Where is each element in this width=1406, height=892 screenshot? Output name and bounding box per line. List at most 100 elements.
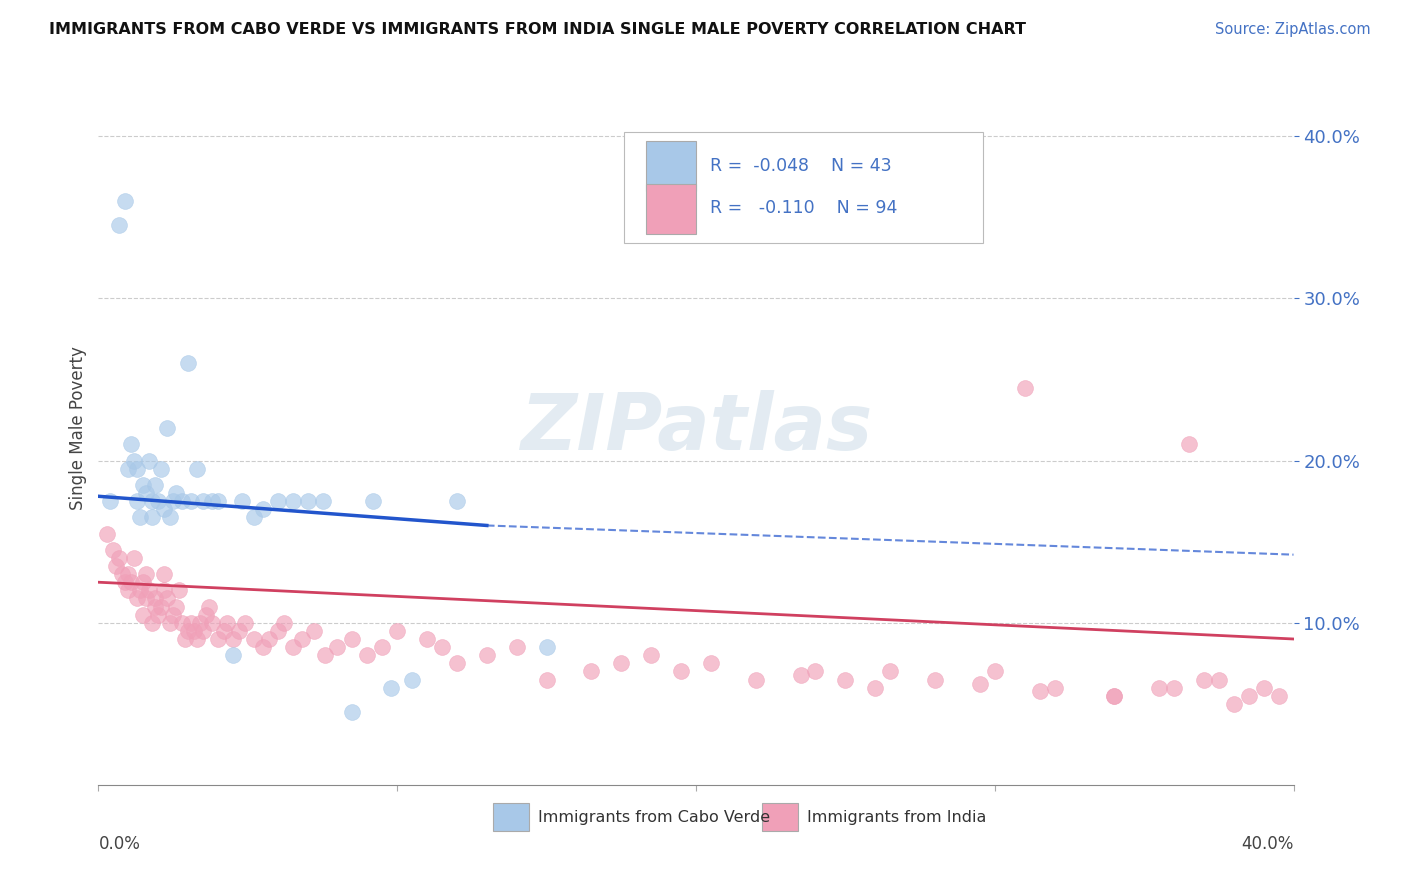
- Point: [141, 510, 163, 524]
- Point: [1014, 381, 1036, 395]
- Point: [150, 461, 173, 475]
- Point: [342, 632, 364, 646]
- Point: [127, 461, 149, 475]
- Point: [114, 575, 136, 590]
- Point: [135, 567, 157, 582]
- Point: [159, 615, 181, 630]
- Point: [371, 640, 394, 654]
- Point: [174, 632, 197, 646]
- Point: [969, 677, 991, 691]
- Point: [183, 624, 205, 638]
- Point: [117, 583, 139, 598]
- Point: [834, 673, 856, 687]
- Point: [610, 657, 633, 671]
- Point: [148, 494, 170, 508]
- Point: [700, 657, 723, 671]
- Point: [228, 624, 250, 638]
- Point: [506, 640, 529, 654]
- Point: [302, 624, 325, 638]
- Point: [640, 648, 662, 663]
- Point: [172, 615, 194, 630]
- Point: [222, 648, 245, 663]
- Point: [315, 648, 337, 663]
- Point: [252, 640, 274, 654]
- Point: [1223, 697, 1246, 711]
- Point: [1253, 681, 1275, 695]
- FancyBboxPatch shape: [624, 132, 983, 243]
- Point: [252, 502, 274, 516]
- Text: Source: ZipAtlas.com: Source: ZipAtlas.com: [1215, 22, 1371, 37]
- Point: [135, 591, 157, 606]
- Point: [1208, 673, 1230, 687]
- Point: [326, 640, 349, 654]
- Point: [120, 575, 142, 590]
- Point: [159, 510, 181, 524]
- Point: [177, 356, 200, 370]
- Point: [231, 494, 253, 508]
- Text: ZIPatlas: ZIPatlas: [520, 390, 872, 467]
- Point: [401, 673, 423, 687]
- Point: [1028, 684, 1050, 698]
- Point: [165, 599, 187, 614]
- Point: [129, 510, 152, 524]
- Point: [153, 567, 176, 582]
- Point: [207, 632, 229, 646]
- Point: [243, 632, 266, 646]
- Point: [446, 494, 468, 508]
- Point: [1104, 689, 1126, 703]
- Point: [385, 624, 409, 638]
- Point: [267, 624, 290, 638]
- Point: [117, 567, 139, 582]
- Point: [207, 494, 229, 508]
- Point: [191, 494, 214, 508]
- Text: IMMIGRANTS FROM CABO VERDE VS IMMIGRANTS FROM INDIA SINGLE MALE POVERTY CORRELAT: IMMIGRANTS FROM CABO VERDE VS IMMIGRANTS…: [49, 22, 1026, 37]
- Point: [669, 665, 692, 679]
- Point: [789, 667, 811, 681]
- Point: [745, 673, 768, 687]
- Point: [363, 494, 385, 508]
- Point: [124, 550, 146, 565]
- Point: [143, 478, 166, 492]
- Point: [141, 615, 163, 630]
- Point: [984, 665, 1007, 679]
- Point: [141, 494, 163, 508]
- Bar: [645, 184, 696, 234]
- Point: [581, 665, 603, 679]
- Point: [162, 607, 184, 622]
- Point: [222, 632, 245, 646]
- Point: [291, 632, 314, 646]
- Point: [1178, 437, 1201, 451]
- Point: [96, 526, 118, 541]
- Point: [186, 461, 208, 475]
- Point: [124, 453, 146, 467]
- Point: [114, 194, 136, 208]
- Point: [1192, 673, 1215, 687]
- Point: [1104, 689, 1126, 703]
- Bar: [494, 803, 529, 831]
- Point: [233, 615, 256, 630]
- Point: [129, 583, 152, 598]
- Point: [132, 575, 155, 590]
- Point: [536, 640, 558, 654]
- Point: [162, 494, 184, 508]
- Text: R =   -0.110    N = 94: R = -0.110 N = 94: [710, 200, 897, 218]
- Point: [117, 461, 139, 475]
- Point: [201, 615, 224, 630]
- Point: [804, 665, 827, 679]
- Point: [356, 648, 378, 663]
- Point: [446, 657, 468, 671]
- Point: [167, 583, 190, 598]
- Point: [153, 502, 176, 516]
- Bar: [645, 141, 696, 191]
- Point: [281, 640, 304, 654]
- Point: [380, 681, 402, 695]
- Point: [243, 510, 266, 524]
- Point: [132, 607, 155, 622]
- Point: [105, 559, 128, 574]
- Point: [153, 583, 176, 598]
- Point: [143, 591, 166, 606]
- Point: [924, 673, 946, 687]
- Point: [195, 607, 218, 622]
- Point: [430, 640, 453, 654]
- Point: [865, 681, 887, 695]
